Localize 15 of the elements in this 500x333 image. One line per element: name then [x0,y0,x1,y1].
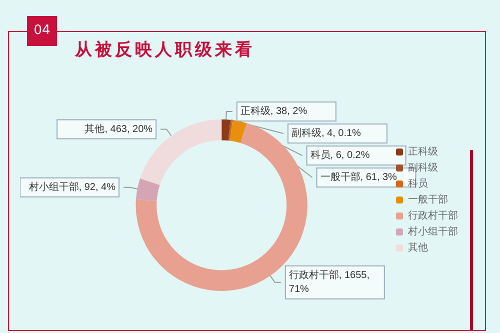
data-label: 一般干部, 61, 3% [320,171,398,184]
legend-label: 其他 [408,242,428,254]
data-label: 村小组干部, 92, 4% [28,180,116,193]
data-label: 科员, 6, 0.2% [310,149,370,162]
chart-title: 从被反映人职级来看 [75,39,255,61]
legend-label: 一般干部 [408,194,448,206]
legend-label: 行政村干部 [408,210,458,222]
text: 04 [27,16,57,46]
data-label: 其他, 463, 20% [84,122,153,135]
legend-label: 村小组干部 [407,226,458,238]
data-label: 正科级, 38, 2% [240,105,308,118]
data-label: 行政村干部, 1655, 71% [288,268,372,295]
legend-label: 正科级 [408,146,438,158]
data-label: 副科级, 4, 0.1% [291,127,362,140]
legend-label: 副科级 [408,162,438,174]
